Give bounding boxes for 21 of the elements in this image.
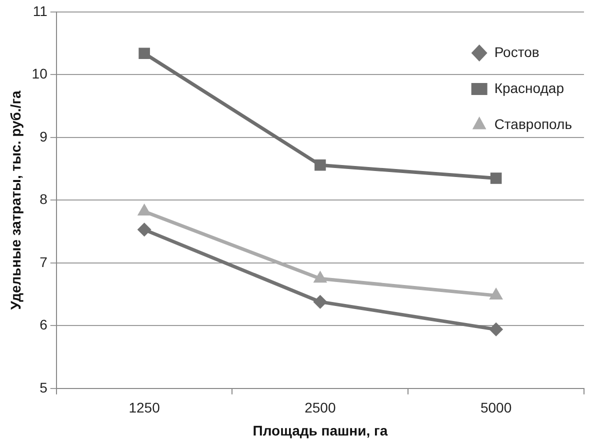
x-tick-label: 1250: [128, 400, 160, 416]
point: [314, 159, 326, 171]
x-tick-label: 2500: [304, 400, 336, 416]
x-axis-title: Площадь пашни, га: [252, 422, 388, 438]
y-tick-label: 7: [40, 254, 48, 270]
legend-label: Ростов: [494, 44, 540, 60]
point: [313, 294, 328, 309]
y-tick-label: 5: [40, 379, 48, 396]
y-tick-label: 10: [32, 66, 48, 82]
point: [138, 48, 150, 60]
x-tick-label: 5000: [480, 400, 512, 416]
y-tick-label: 6: [40, 316, 48, 333]
y-tick-label: 9: [40, 128, 48, 144]
y-axis-title: Удельные затраты, тыс. руб./га: [7, 90, 24, 310]
legend-label: Краснодар: [494, 80, 564, 96]
y-tick-label: 8: [40, 191, 48, 208]
point: [137, 222, 152, 237]
y-tick-label: 11: [32, 2, 48, 19]
point: [489, 322, 504, 336]
legend-label: Ставрополь: [494, 116, 572, 132]
point: [490, 172, 502, 184]
